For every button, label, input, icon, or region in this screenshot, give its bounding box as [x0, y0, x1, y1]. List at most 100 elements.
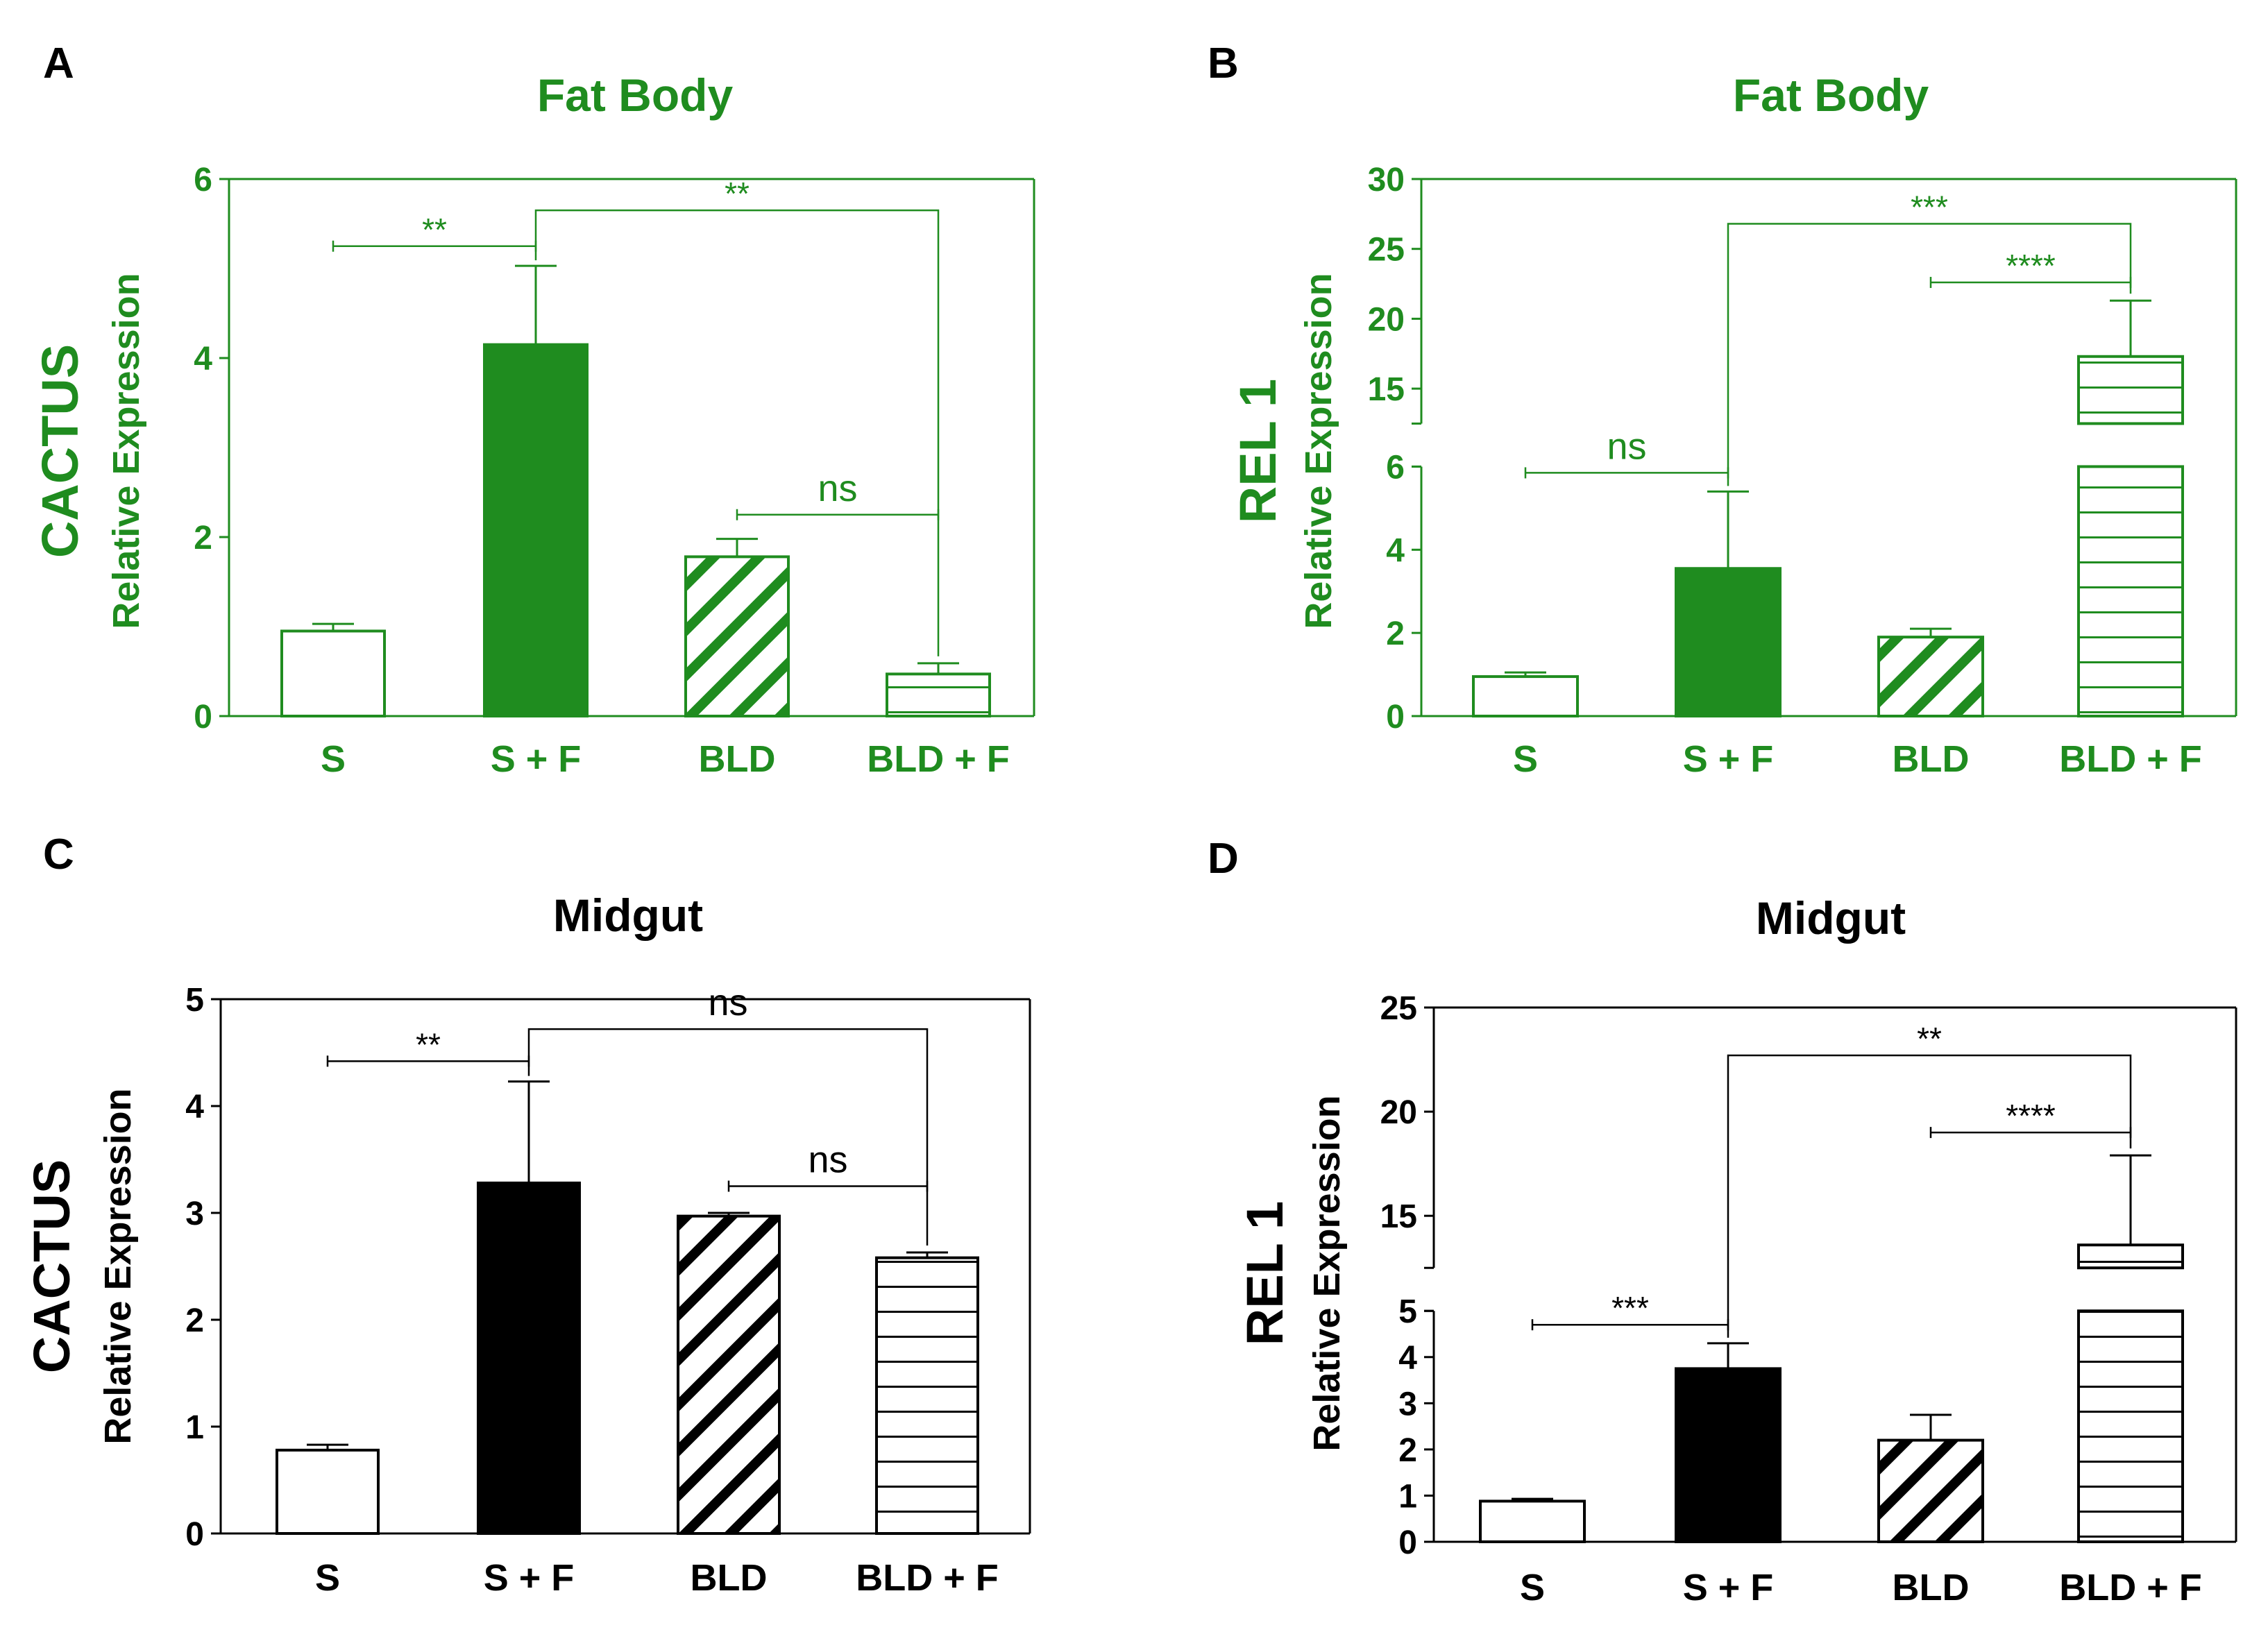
bar-lower-segment	[2077, 1309, 2184, 1543]
x-tick-label: S + F	[484, 1557, 575, 1599]
y-tick-label: 0	[194, 699, 212, 736]
y-tick-label: 2	[194, 520, 212, 556]
y-tick-label: 3	[185, 1196, 204, 1232]
significance-label: **	[416, 1026, 441, 1062]
y-tick-label: 4	[194, 341, 212, 377]
y-tick-label: 5	[1398, 1293, 1417, 1330]
bar	[1877, 1438, 1984, 1544]
panel-a: A Fat Body CACTUS Relative Expression 0 2…	[31, 40, 1035, 780]
y-tick-label: 4	[1398, 1340, 1417, 1377]
y-tick-label: 3	[1398, 1386, 1417, 1422]
y-tick-label: 20	[1380, 1094, 1417, 1131]
y-tick-label: 1	[1398, 1478, 1417, 1515]
y-tick-label: 6	[1386, 449, 1405, 486]
x-tick-label: S + F	[491, 738, 582, 780]
significance-bracket	[1727, 223, 2132, 486]
y-axis-label: Relative Expression	[1306, 1095, 1348, 1451]
y-axis-label: Relative Expression	[1298, 273, 1339, 629]
y-tick-label: 25	[1368, 232, 1405, 269]
significance-label: ****	[2006, 1098, 2056, 1134]
panel-c: C Midgut CACTUS Relative Expression 0 1 2 3…	[23, 831, 1031, 1599]
bar	[1479, 1499, 1586, 1544]
significance-label: ****	[2006, 248, 2056, 284]
significance-label: ns	[818, 468, 857, 509]
x-tick-label: S	[1513, 738, 1538, 780]
y-axis-label: Relative Expression	[97, 1088, 139, 1444]
y-tick-label: 2	[1386, 615, 1405, 652]
bar	[1675, 1367, 1782, 1544]
x-tick-label: BLD	[699, 738, 776, 780]
chart-title: Midgut	[1756, 892, 1906, 944]
y-tick-label: 6	[194, 162, 212, 198]
significance-label: ns	[708, 982, 747, 1023]
bar	[2077, 355, 2184, 425]
bar	[886, 672, 991, 717]
chart-title: Midgut	[553, 890, 703, 941]
y-tick-label: 0	[185, 1516, 204, 1553]
significance-bracket	[534, 209, 940, 656]
gene-label: CACTUS	[23, 1159, 81, 1373]
x-tick-label: BLD	[1893, 1567, 1970, 1608]
panel-letter: B	[1208, 40, 1239, 87]
x-tick-label: S + F	[1683, 1567, 1774, 1608]
x-tick-label: BLD	[691, 1557, 768, 1599]
gene-label: REL 1	[1229, 379, 1287, 523]
x-tick-label: BLD	[1893, 738, 1970, 780]
significance-bracket	[527, 1028, 929, 1246]
significance-label: **	[725, 176, 750, 212]
bar	[1472, 675, 1579, 717]
plot-area-c: 0 1 2 3 4 5 ** ns ns	[185, 982, 1031, 1553]
y-tick-label: 5	[185, 982, 204, 1019]
y-axis-label: Relative Expression	[105, 273, 147, 629]
panel-letter: D	[1208, 835, 1239, 883]
y-tick-label: 0	[1398, 1524, 1417, 1561]
y-tick-label: 30	[1368, 162, 1405, 198]
bar	[477, 1181, 581, 1535]
y-tick-label: 4	[185, 1089, 204, 1125]
x-tick-label: BLD + F	[2059, 738, 2202, 780]
y-tick-label: 2	[185, 1302, 204, 1339]
significance-label: ns	[1607, 425, 1646, 467]
bar	[280, 629, 386, 718]
chart-title: Fat Body	[1733, 69, 1929, 121]
chart-title: Fat Body	[537, 69, 734, 121]
significance-label: **	[1917, 1021, 1942, 1057]
y-tick-label: 1	[185, 1409, 204, 1446]
bar	[276, 1448, 380, 1535]
significance-label: ***	[1911, 189, 1948, 225]
x-tick-label: S	[315, 1557, 340, 1599]
bar	[677, 1214, 781, 1535]
bar	[684, 555, 790, 717]
y-tick-label: 2	[1398, 1432, 1417, 1469]
y-tick-label: 25	[1380, 990, 1417, 1027]
significance-label: **	[422, 212, 447, 248]
y-tick-label: 4	[1386, 532, 1405, 569]
gene-label: REL 1	[1236, 1201, 1294, 1345]
gene-label: CACTUS	[31, 344, 89, 558]
y-tick-label: 15	[1368, 371, 1405, 408]
significance-bracket	[1727, 1054, 2132, 1338]
significance-label: ***	[1611, 1290, 1649, 1326]
panel-d: D Midgut REL 1 Relative Expression 0 1 2 3 4…	[1208, 835, 2237, 1608]
panel-letter: C	[43, 831, 74, 878]
x-tick-label: S	[1520, 1567, 1545, 1608]
y-tick-label: 15	[1380, 1198, 1417, 1235]
bar	[875, 1256, 979, 1536]
x-tick-label: BLD + F	[856, 1557, 999, 1599]
bar	[1675, 567, 1782, 717]
significance-label: ns	[808, 1139, 847, 1181]
bar	[2077, 1243, 2184, 1270]
bar-lower-segment	[2077, 465, 2184, 717]
x-tick-label: S	[321, 738, 346, 780]
x-tick-label: S + F	[1683, 738, 1774, 780]
y-tick-label: 0	[1386, 699, 1405, 736]
bar	[483, 343, 589, 717]
panel-letter: A	[43, 40, 74, 87]
x-tick-label: BLD + F	[2059, 1567, 2202, 1608]
plot-area-a: 0 2 4 6 ** ** ns	[194, 162, 1035, 736]
y-tick-label: 20	[1368, 301, 1405, 338]
x-tick-label: BLD + F	[867, 738, 1010, 780]
